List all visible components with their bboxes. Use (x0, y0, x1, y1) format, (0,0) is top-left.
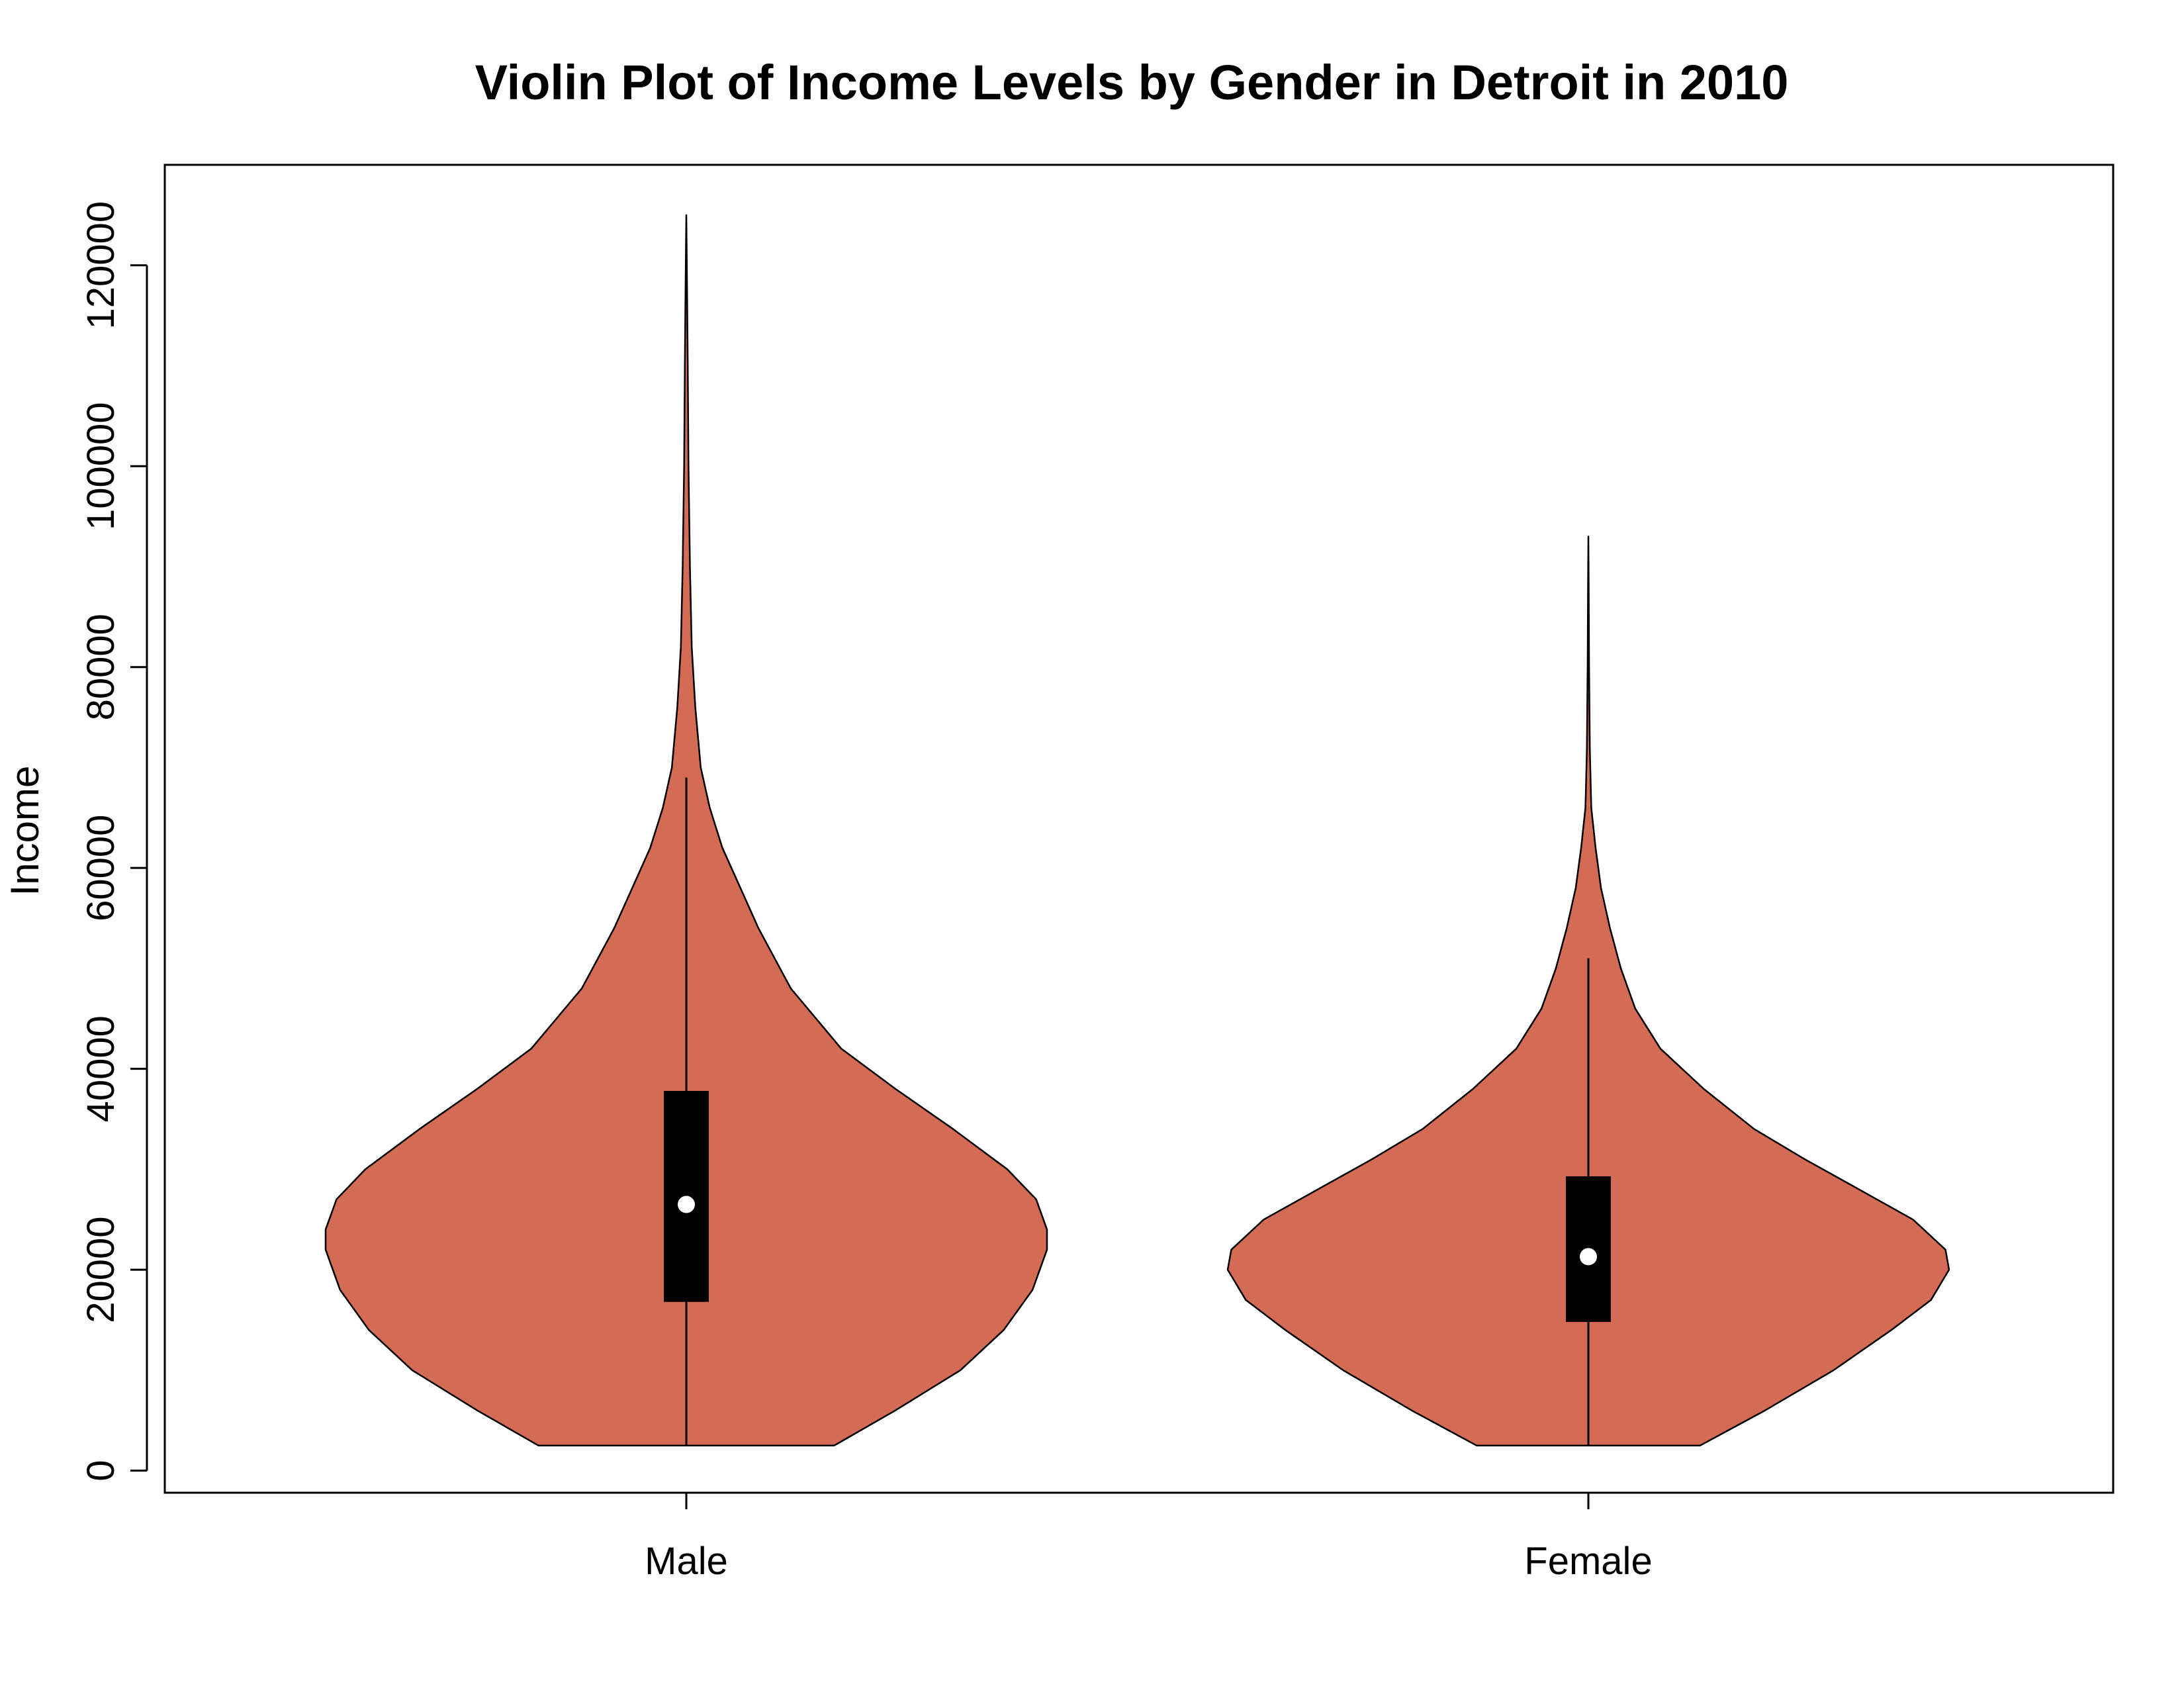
y-tick-label: 120000 (79, 201, 122, 330)
y-tick-label: 100000 (79, 402, 122, 530)
y-axis-label: Income (3, 766, 47, 896)
y-tick-label: 20000 (79, 1216, 122, 1323)
axes-layer: Male Female 0 20000 40000 60000 80000 100000 120… (79, 201, 1653, 1583)
median-point-male (678, 1196, 695, 1213)
plot-frame (163, 164, 2115, 1494)
x-tick-label-male: Male (645, 1540, 728, 1583)
x-tick-label-female: Female (1524, 1540, 1652, 1583)
violin-female (1226, 536, 1950, 1446)
violins-layer (324, 214, 1950, 1446)
y-tick-label: 40000 (79, 1015, 122, 1122)
median-point-female (1580, 1248, 1597, 1266)
y-tick-label: 60000 (79, 815, 122, 921)
chart-title: Violin Plot of Income Levels by Gender i… (475, 55, 1789, 110)
y-tick-label: 80000 (79, 614, 122, 720)
violin-male (324, 214, 1048, 1446)
y-tick-label: 0 (79, 1460, 122, 1481)
